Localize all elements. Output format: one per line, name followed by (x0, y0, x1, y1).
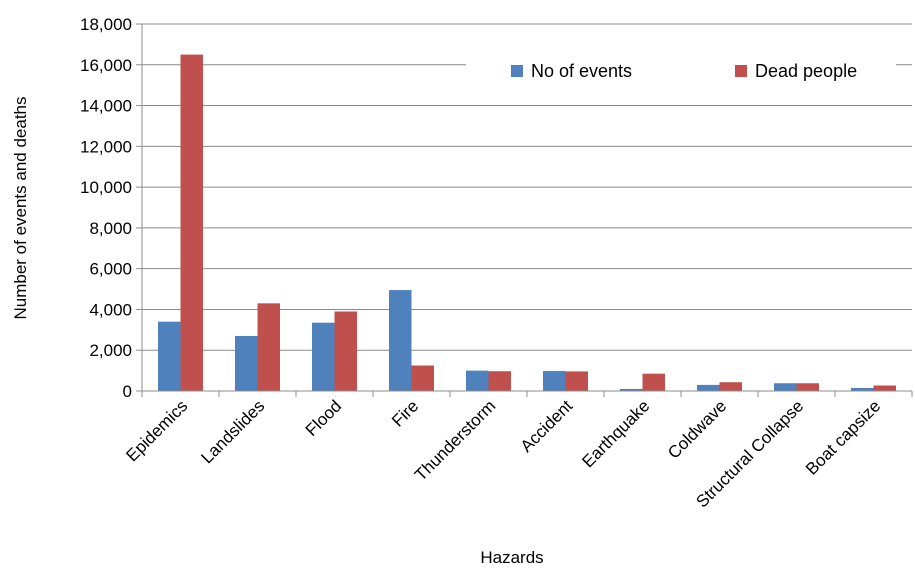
x-tick-label: Accident (517, 396, 577, 456)
bar-events (312, 322, 335, 391)
bar-events (158, 321, 181, 391)
bar-events (697, 384, 720, 391)
bar-events (543, 371, 566, 391)
x-tick-label: Boat capsize (802, 396, 884, 478)
bar-deaths (180, 54, 203, 391)
x-tick-label: Landslides (197, 396, 268, 467)
bar-deaths (565, 371, 588, 391)
bar-deaths (642, 373, 665, 391)
bar-deaths (411, 365, 434, 391)
x-tick-label: Epidemics (122, 396, 191, 465)
y-tick-label: 18,000 (80, 15, 132, 34)
y-tick-label: 10,000 (80, 178, 132, 197)
x-tick-label: Fire (388, 396, 422, 430)
x-tick-label: Thunderstorm (411, 396, 499, 484)
y-tick-label: 8,000 (89, 219, 132, 238)
y-tick-label: 16,000 (80, 56, 132, 75)
legend-label: Dead people (755, 61, 857, 81)
x-tick-label: Coldwave (664, 396, 730, 462)
x-tick-label: Earthquake (578, 396, 653, 471)
y-tick-label: 12,000 (80, 137, 132, 156)
y-tick-label: 6,000 (89, 260, 132, 279)
y-tick-label: 14,000 (80, 97, 132, 116)
bar-events (466, 370, 489, 391)
bar-deaths (719, 382, 742, 391)
bar-events (851, 387, 874, 391)
y-tick-label: 0 (123, 382, 132, 401)
axes (136, 23, 913, 397)
bar-events (389, 290, 412, 391)
bar-deaths (873, 385, 896, 391)
bar-deaths (796, 383, 819, 391)
bar-events (774, 383, 797, 391)
legend-swatch (735, 65, 747, 77)
y-tick-label: 2,000 (89, 341, 132, 360)
bar-deaths (334, 311, 357, 391)
bar-events (235, 335, 258, 391)
legend-label: No of events (531, 61, 632, 81)
bar-deaths (257, 303, 280, 391)
x-tick-label: Flood (302, 396, 346, 440)
x-axis-title: Hazards (480, 548, 543, 565)
legend-box (466, 52, 896, 92)
legend-swatch (511, 65, 523, 77)
bars (158, 54, 896, 391)
bar-deaths (488, 371, 511, 391)
y-axis-title: Number of events and deaths (11, 96, 30, 319)
bar-events (620, 388, 643, 391)
legend: No of events Dead people (466, 52, 896, 92)
y-tick-label: 4,000 (89, 300, 132, 319)
